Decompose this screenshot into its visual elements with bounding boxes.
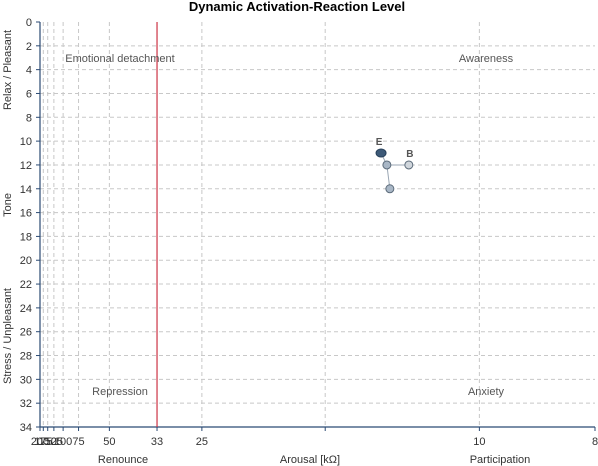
y-tick-label: 34 — [20, 422, 32, 434]
x-tick-label: 25 — [196, 436, 208, 448]
chart-title: Dynamic Activation-Reaction Level — [189, 0, 405, 14]
quadrant-label: Awareness — [459, 53, 514, 65]
quadrant-label: Anxiety — [468, 386, 505, 398]
x-tick-label: 125 — [45, 436, 63, 448]
x-axis-label: Arousal [kΩ] — [280, 454, 340, 466]
y-tick-label: 2 — [26, 41, 32, 53]
quadrant-labels: Emotional detachment Awareness Repression A… — [65, 53, 513, 398]
x-tick-label: 75 — [72, 436, 84, 448]
y-tick-label: 24 — [20, 303, 32, 315]
x-tick-label: 50 — [103, 436, 115, 448]
data-point — [382, 160, 392, 170]
y-axis-label-bottom: Stress / Unpleasant — [2, 288, 14, 384]
y-tick-label: 26 — [20, 327, 32, 339]
data-point — [404, 160, 414, 170]
y-axis-label-top: Relax / Pleasant — [2, 30, 14, 110]
x-tick-label: 175 — [34, 436, 52, 448]
quadrant-label: Repression — [92, 386, 148, 398]
x-tick-label: 33 — [151, 436, 163, 448]
y-axis-label-middle: Tone — [2, 193, 14, 217]
x-tick-label: 200 — [31, 436, 49, 448]
grid — [40, 22, 595, 427]
quadrant-label: Emotional detachment — [65, 53, 174, 65]
x-region-label-left: Renounce — [98, 454, 148, 466]
data-point — [375, 148, 387, 158]
y-tick-label: 16 — [20, 208, 32, 220]
y-tick-label: 12 — [20, 160, 32, 172]
x-tick-label: 8 — [592, 436, 598, 448]
x-region-label-right: Participation — [470, 454, 531, 466]
y-tick-label: 4 — [26, 65, 32, 77]
y-tick-label: 10 — [20, 136, 32, 148]
axes: 0246810121416182022242628303234200175150… — [20, 17, 598, 448]
y-tick-label: 20 — [20, 255, 32, 267]
y-tick-label: 28 — [20, 351, 32, 363]
x-tick-label: 150 — [39, 436, 57, 448]
connections — [380, 152, 409, 189]
data-point-label: E — [376, 137, 383, 148]
y-tick-label: 22 — [20, 279, 32, 291]
y-tick-label: 14 — [20, 184, 32, 196]
y-tick-label: 32 — [20, 398, 32, 410]
data-points: EB — [375, 137, 414, 194]
data-point-label: B — [406, 149, 413, 160]
y-tick-label: 8 — [26, 112, 32, 124]
y-tick-label: 0 — [26, 17, 32, 29]
x-tick-label: 100 — [54, 436, 72, 448]
x-tick-label: 10 — [473, 436, 485, 448]
y-tick-label: 30 — [20, 374, 32, 386]
y-tick-label: 6 — [26, 88, 32, 100]
y-tick-label: 18 — [20, 231, 32, 243]
data-point — [385, 184, 395, 194]
